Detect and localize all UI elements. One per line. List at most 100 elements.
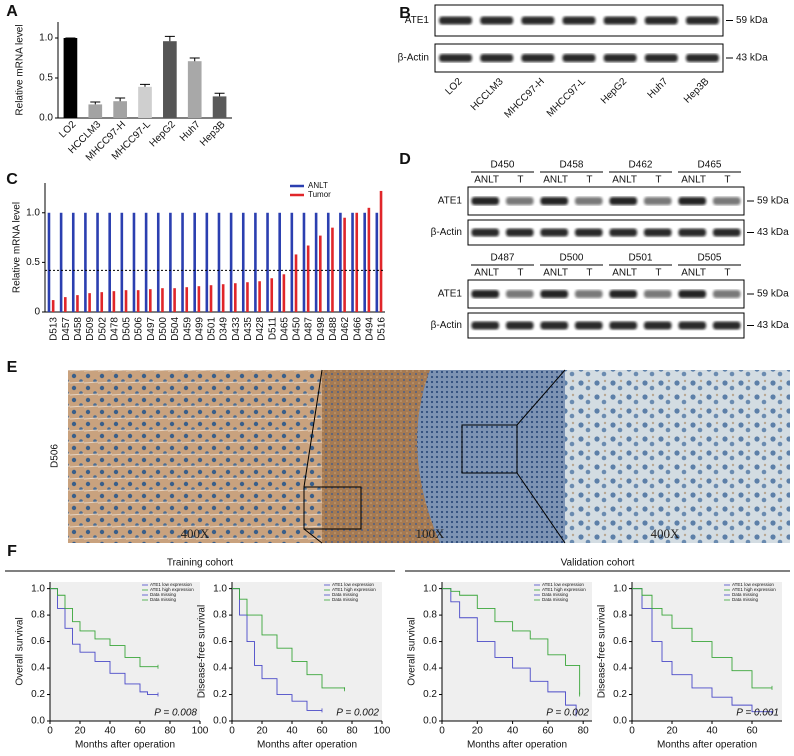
x-tick-label: D462 — [340, 317, 351, 341]
y-axis-label: Overall survival — [407, 617, 418, 685]
bar — [319, 235, 322, 312]
legend-label: ATE1 high expression — [332, 587, 376, 592]
blot-band — [643, 228, 672, 237]
lane-label: Huh7 — [646, 76, 671, 101]
blot-band — [480, 16, 514, 25]
y-tick-label: 0.5 — [39, 73, 53, 84]
x-tick-label: D457 — [61, 317, 72, 341]
bar — [363, 212, 366, 312]
legend-label: ATE1 low expression — [150, 582, 192, 587]
x-tick-label: 20 — [666, 726, 678, 737]
y-axis-label: Disease-free survival — [597, 605, 608, 698]
x-tick-label: 0 — [629, 726, 635, 737]
histology-image — [68, 370, 322, 543]
bar — [197, 286, 201, 312]
magnification-label: 100X — [416, 526, 446, 541]
lane-label: T — [517, 175, 523, 186]
bar — [169, 212, 172, 312]
blot-band — [540, 290, 569, 298]
marker-label: 59 kDa — [757, 196, 789, 207]
y-tick-label: 0.0 — [31, 716, 45, 727]
blot-row-label: β-Actin — [398, 53, 429, 64]
survival-curve — [442, 588, 581, 695]
x-axis-label: Months after operation — [75, 740, 175, 751]
bar — [339, 212, 342, 312]
x-tick-label: Hep3B — [198, 119, 228, 149]
blot-band — [471, 321, 500, 330]
bar — [161, 288, 164, 312]
bar — [64, 297, 67, 312]
blot-band — [471, 197, 500, 205]
legend-label: Data missing — [732, 597, 759, 602]
magnification-label: 400X — [181, 526, 211, 541]
x-axis-label: Months after operation — [257, 740, 357, 751]
magnification-label: 400X — [651, 526, 681, 541]
x-tick-label: D494 — [364, 317, 375, 341]
blot-band — [505, 197, 534, 205]
blot-band — [712, 290, 741, 298]
y-tick-label: 0.0 — [613, 716, 627, 727]
zoom-line — [516, 472, 566, 544]
x-tick-label: D516 — [377, 317, 388, 341]
sample-label: D501 — [629, 253, 653, 264]
x-tick-label: 0 — [229, 726, 235, 737]
survival-curve — [442, 588, 577, 715]
y-axis-label: Overall survival — [15, 617, 26, 685]
x-tick-label: D506 — [134, 317, 145, 341]
p-value: P = 0.002 — [336, 708, 379, 719]
zoom-line — [303, 369, 323, 488]
blot-band — [678, 228, 707, 237]
bar — [96, 212, 99, 312]
blot-band — [505, 290, 534, 298]
x-tick-label: D505 — [122, 317, 133, 341]
blot-band — [712, 321, 741, 330]
lane-label: ANLT — [543, 175, 568, 186]
blot-row-label: ATE1 — [438, 196, 463, 207]
lane-label: ANLT — [681, 268, 706, 279]
y-tick-label: 0 — [34, 307, 40, 318]
legend-label: Data missing — [542, 597, 569, 602]
lane-label: ANLT — [474, 268, 499, 279]
sample-label: D462 — [629, 160, 653, 171]
y-tick-label: 0.4 — [213, 663, 227, 674]
bar — [270, 278, 274, 312]
bar — [314, 212, 318, 312]
bar — [51, 300, 55, 312]
survival-curve — [232, 588, 322, 711]
blot-band — [540, 228, 569, 237]
blot-band — [712, 228, 741, 237]
bar — [76, 295, 79, 312]
lane-label: LO2 — [443, 76, 464, 97]
blot-row-label: ATE1 — [405, 15, 430, 26]
bar — [254, 212, 257, 312]
x-tick-label: 80 — [164, 726, 176, 737]
blot-band — [562, 54, 596, 62]
blot-band — [574, 228, 603, 237]
lane-label: HepG2 — [599, 76, 629, 106]
blot-band — [678, 290, 707, 298]
bar — [306, 245, 310, 312]
y-axis-label: Relative mRNA level — [12, 202, 23, 293]
y-tick-label: 1.0 — [213, 583, 227, 594]
survival-curve — [50, 588, 158, 668]
blot-band — [609, 228, 638, 237]
x-tick-label: 100 — [374, 726, 391, 737]
error-bar — [189, 57, 200, 62]
blot-band — [480, 54, 514, 62]
panel-label: A — [6, 3, 18, 20]
survival-curve — [232, 588, 345, 690]
y-tick-label: 0.6 — [31, 636, 45, 647]
y-tick-label: 0.6 — [613, 636, 627, 647]
blot-band — [644, 54, 678, 62]
y-axis-label: Relative mRNA level — [15, 24, 26, 115]
x-tick-label: D435 — [243, 317, 254, 341]
y-tick-label: 0.0 — [213, 716, 227, 727]
lane-label: MHCC97-H — [503, 76, 547, 120]
x-tick-label: D502 — [97, 317, 108, 341]
blot-band — [439, 16, 473, 25]
zoom-box — [461, 424, 518, 474]
blot-row-label: β-Actin — [431, 320, 462, 331]
x-tick-label: 60 — [542, 726, 554, 737]
x-tick-label: 40 — [104, 726, 116, 737]
